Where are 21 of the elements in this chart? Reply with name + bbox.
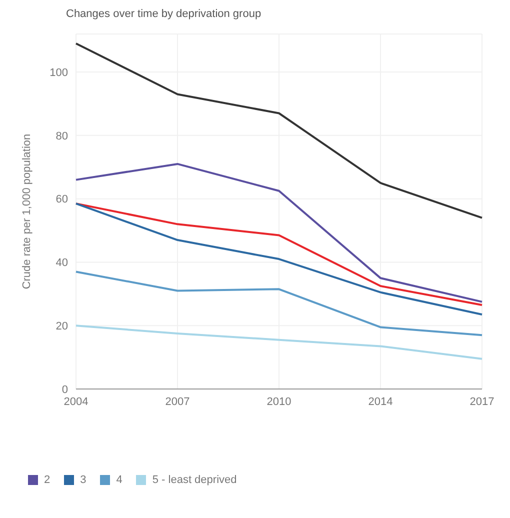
legend-label: 5 - least deprived bbox=[152, 474, 237, 486]
y-tick-label: 100 bbox=[50, 66, 68, 79]
legend-label: 2 bbox=[44, 474, 50, 486]
x-tick-label: 2007 bbox=[165, 396, 190, 408]
y-tick-label: 20 bbox=[56, 320, 68, 333]
y-tick-label: 80 bbox=[56, 130, 68, 142]
legend-label: 3 bbox=[80, 474, 86, 486]
x-tick-label: 2017 bbox=[470, 396, 494, 408]
y-tick-label: 40 bbox=[56, 257, 68, 270]
line-series bbox=[75, 162, 483, 303]
x-tick-label: 2014 bbox=[368, 396, 393, 408]
x-tick-label: 2010 bbox=[266, 396, 292, 408]
legend-label: 4 bbox=[116, 474, 122, 486]
line-series bbox=[75, 324, 483, 360]
y-axis-title: Crude rate per 1,000 population bbox=[20, 134, 33, 290]
x-tick-label: 2004 bbox=[64, 396, 88, 408]
line-series bbox=[75, 42, 483, 219]
y-tick-label: 0 bbox=[62, 384, 68, 396]
chart-title: Changes over time by deprivation group bbox=[66, 8, 262, 22]
line-series bbox=[75, 270, 483, 336]
y-tick-label: 60 bbox=[56, 194, 68, 206]
